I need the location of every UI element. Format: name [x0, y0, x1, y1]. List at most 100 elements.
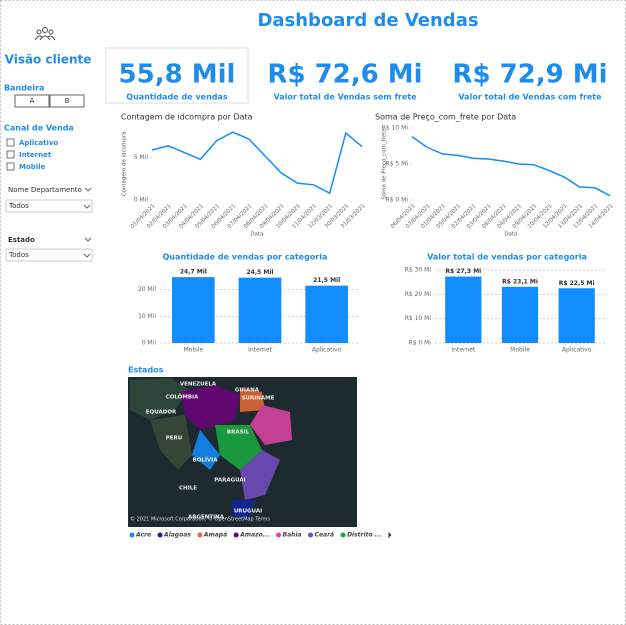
map-label: COLÔMBIA [166, 394, 199, 401]
dropdown-value[interactable]: Todos [8, 202, 29, 210]
x-tick-label: Internet [451, 347, 475, 354]
checkbox[interactable] [6, 150, 15, 159]
filter-label: Estado [8, 236, 35, 244]
y-axis-label: Soma de Preço_com_frete [382, 128, 388, 200]
legend-label: Distrito ... [347, 532, 381, 539]
checkbox[interactable] [6, 138, 15, 147]
y-tick-label: R$ 30 Mi [405, 267, 432, 274]
legend-marker [276, 532, 282, 538]
y-tick-label: R$ 5 Mi [386, 161, 409, 168]
chart-title: Quantidade de vendas por categoria [163, 253, 328, 262]
dropdown[interactable] [5, 248, 93, 262]
kpi-value: 55,8 Mil [119, 60, 236, 90]
dropdown-value[interactable]: Todos [8, 251, 29, 259]
y-tick-label: 5 Mil [134, 154, 149, 161]
map-title: Estados [128, 366, 164, 375]
filter-label: Canal de Venda [4, 124, 74, 133]
y-tick-label: R$ 10 Mi [382, 125, 409, 132]
y-tick-label: 10 Mil [138, 313, 156, 320]
map-label: CHILE [179, 486, 197, 492]
y-tick-label: R$ 0 Mi [409, 340, 432, 347]
map-label: BRASIL [227, 430, 250, 436]
kpi-value: R$ 72,6 Mi [267, 60, 422, 90]
chevron[interactable] [84, 187, 92, 192]
legend-marker [157, 532, 163, 538]
bar [305, 285, 348, 343]
y-tick-label: 0 Mil [142, 340, 157, 347]
legend-label: Bahia [283, 532, 302, 539]
y-tick-label: R$ 20 Mi [405, 291, 432, 298]
map-label: GUIANA [235, 388, 260, 394]
sidebar-heading: Visão cliente [5, 53, 92, 67]
checkbox-label[interactable]: Aplicativo [19, 139, 58, 147]
chevron[interactable] [83, 253, 91, 258]
x-tick-label: Mobile [183, 347, 203, 354]
chart-title: Contagem de idcompra por Data [121, 113, 253, 122]
legend-marker [340, 532, 346, 538]
dropdown[interactable] [5, 199, 93, 213]
kpi-label: Quantidade de vendas [126, 93, 228, 102]
toggle-button[interactable] [14, 94, 50, 108]
toggle-button[interactable] [49, 94, 85, 108]
x-tick-label: Aplicativo [562, 347, 592, 354]
filter-label: Nome Departamento [8, 186, 82, 194]
legend-label: Ceará [315, 532, 335, 539]
y-tick-label: R$ 0 Mi [386, 197, 409, 204]
toggle-button-label[interactable]: A [30, 97, 35, 105]
toggle-button-label[interactable]: B [65, 97, 70, 105]
data-label: R$ 22,5 Mi [559, 280, 595, 287]
checkbox-label[interactable]: Mobile [19, 163, 46, 171]
map-attribution: © 2021 Microsoft Corporation, © OpenStre… [130, 516, 270, 523]
map-label: URUGUAI [234, 509, 262, 515]
bar [501, 286, 539, 343]
checkbox-label[interactable]: Internet [19, 151, 52, 159]
data-label: R$ 23,1 Mi [502, 278, 538, 285]
y-axis-label: Contagem de idcompra [122, 132, 128, 197]
bar [172, 277, 215, 343]
checkbox[interactable] [6, 162, 15, 171]
legend-marker [129, 532, 135, 538]
map-label: EQUADOR [146, 410, 177, 416]
chevron[interactable] [83, 204, 91, 209]
x-tick-label: Internet [248, 347, 272, 354]
bar [558, 288, 595, 343]
chart-title: Valor total de vendas por categoria [427, 253, 587, 262]
line-series [411, 135, 611, 197]
dashboard-title: Dashboard de Vendas [257, 10, 478, 31]
kpi-value: R$ 72,9 Mi [452, 60, 607, 90]
legend-marker [308, 532, 314, 538]
legend-marker [197, 532, 203, 538]
kpi-label: Valor total de Vendas sem frete [273, 93, 417, 102]
legend-marker [233, 532, 239, 538]
map-label: VENEZUELA [180, 382, 217, 388]
bar [445, 276, 482, 343]
legend-label: Acre [135, 532, 151, 539]
y-tick-label: 0 Mil [134, 197, 149, 204]
data-label: 24,5 Mil [247, 269, 274, 276]
x-tick-label: Mobile [510, 347, 530, 354]
map-label: PARAGUAI [214, 478, 245, 484]
x-axis-label: Data [504, 232, 517, 238]
legend-label: Amazo... [239, 532, 269, 539]
x-tick-label: Aplicativo [312, 347, 342, 354]
map-label: BOLÍVIA [193, 456, 219, 464]
map-label: ARGENTINA [188, 515, 225, 521]
kpi-card [105, 47, 249, 104]
bar [238, 277, 282, 343]
data-label: 21,5 Mil [313, 277, 340, 284]
chevron[interactable] [84, 237, 92, 242]
legend-label: Alagoas [163, 532, 191, 539]
kpi-label: Valor total de Vendas com frete [458, 93, 602, 102]
x-axis-label: Data [250, 232, 263, 238]
data-label: 24,7 Mil [180, 269, 207, 276]
chart-title: Soma de Preço_com_frete por Data [375, 113, 516, 122]
y-tick-label: R$ 10 Mi [405, 315, 432, 322]
map-regions [130, 378, 292, 520]
filter-label: Bandeira [4, 84, 44, 93]
data-label: R$ 27,3 Mi [445, 268, 481, 275]
line-series [151, 131, 363, 195]
map-label: SURINAME [242, 396, 275, 402]
y-tick-label: 20 Mil [138, 286, 156, 293]
legend-label: Amapá [203, 532, 227, 539]
